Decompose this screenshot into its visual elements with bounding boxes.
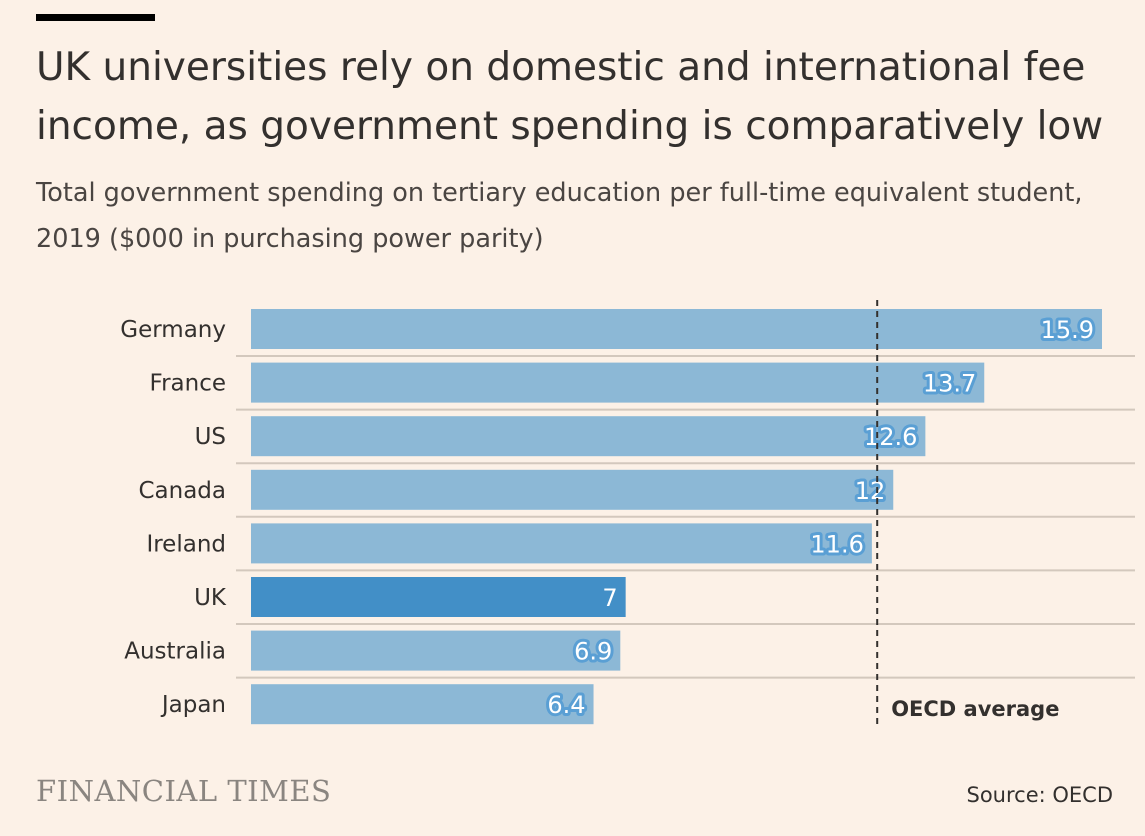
category-label: UK [194, 585, 227, 611]
bar-canada [251, 469, 894, 510]
oecd-average-label: OECD average [891, 697, 1059, 721]
value-label: 7 [602, 584, 617, 612]
value-label: 12.6 [864, 423, 917, 451]
bar-ireland [251, 523, 872, 564]
value-label: 12 [855, 477, 886, 505]
category-label: France [150, 371, 226, 397]
category-label: Japan [160, 692, 226, 718]
bar-uk [251, 577, 626, 617]
value-label: 11.6 [810, 530, 863, 558]
category-label: Canada [138, 478, 226, 504]
category-label: US [195, 424, 226, 450]
bar-germany [251, 309, 1102, 349]
category-label: Ireland [146, 531, 226, 557]
value-label: 6.4 [547, 691, 585, 719]
category-label: Germany [120, 317, 226, 343]
category-label: Australia [124, 639, 226, 665]
bar-japan [251, 684, 594, 725]
chart-subtitle: Total government spending on tertiary ed… [36, 178, 1083, 254]
source-note: Source: OECD [966, 783, 1113, 807]
bar-france [251, 362, 985, 403]
bar-australia [251, 630, 621, 671]
ft-top-bar [36, 14, 155, 21]
financial-times-logo: FINANCIAL TIMES [36, 774, 332, 808]
bar-us [251, 416, 926, 457]
chart-title: UK universities rely on domestic and int… [36, 45, 1104, 149]
value-label: 15.9 [1041, 316, 1094, 344]
value-label: 6.9 [574, 638, 612, 666]
value-label: 13.7 [923, 370, 976, 398]
